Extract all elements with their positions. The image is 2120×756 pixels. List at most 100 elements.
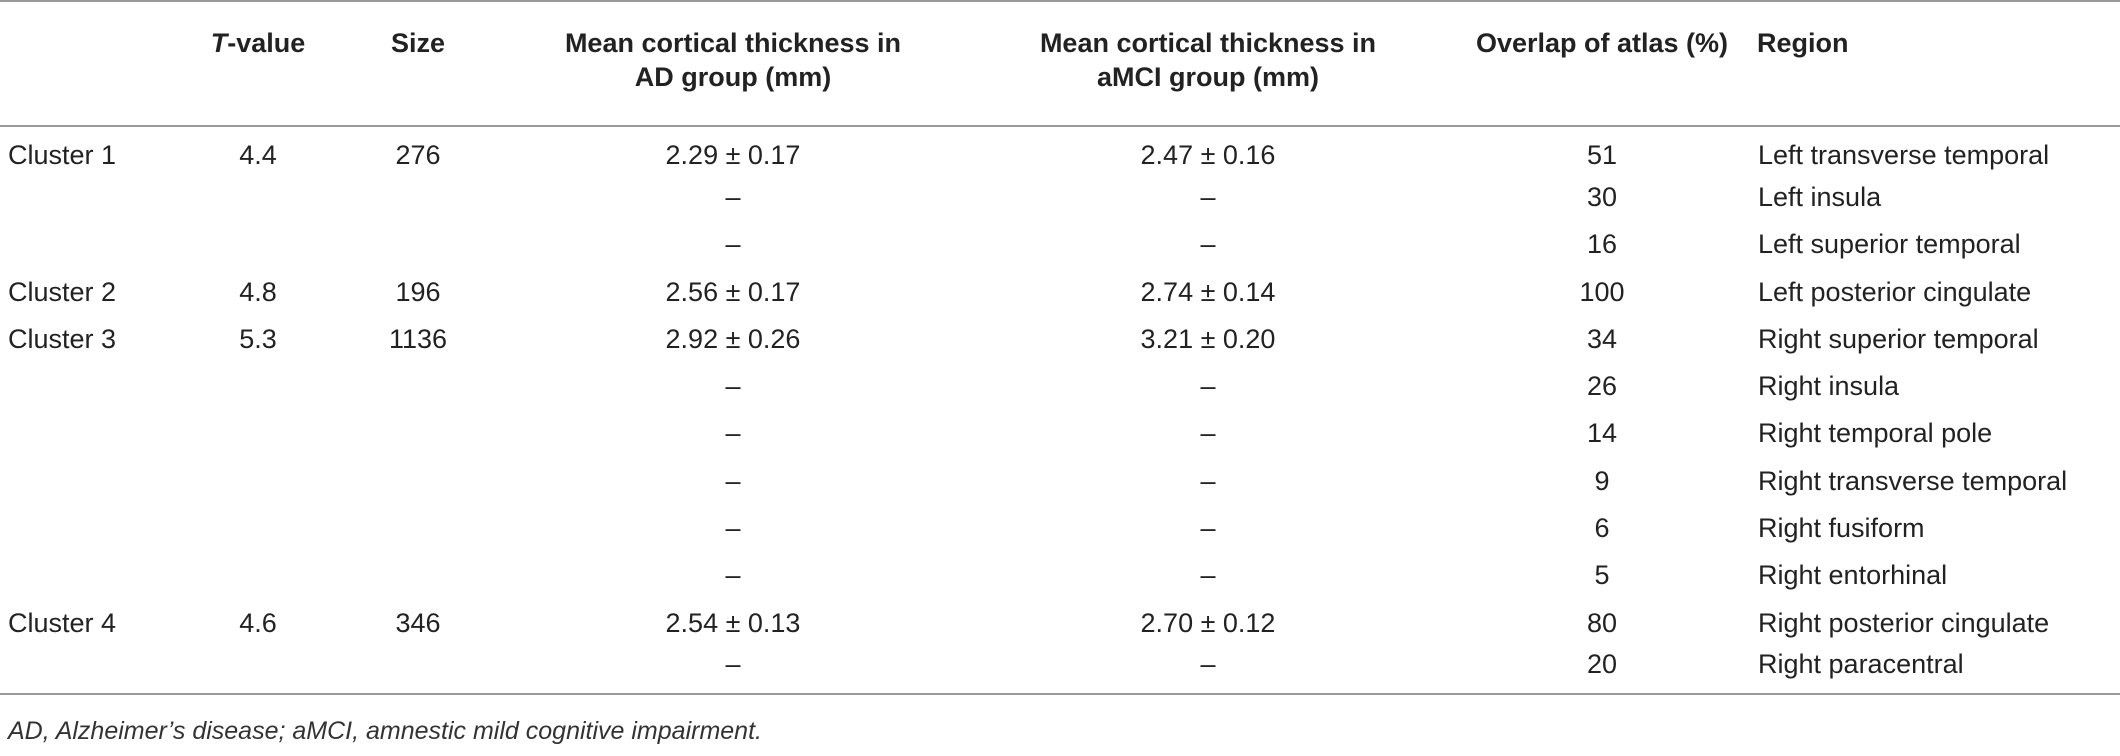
cell-size: [338, 410, 498, 457]
header-amci-line1: Mean cortical thickness in: [1039, 28, 1377, 58]
header-row: T-value Size Mean cortical thickness in A…: [0, 0, 2120, 127]
table-row: Cluster 4 4.6 346 2.54 ± 0.13 2.70 ± 0.12 80 R…: [0, 599, 2120, 646]
cell-amci-thickness: 2.47 ± 0.16: [1140, 139, 1276, 170]
table-row: – – 6 Right fusiform: [0, 504, 2120, 551]
cell-cluster: [0, 552, 178, 599]
cell-amci-thickness: –: [1200, 181, 1216, 212]
cell-overlap: 9: [1594, 465, 1610, 496]
cell-size: 276: [395, 139, 441, 170]
table-row: – – 5 Right entorhinal: [0, 552, 2120, 599]
cell-overlap: 14: [1586, 418, 1618, 449]
header-overlap: Overlap of atlas (%): [1448, 0, 1756, 127]
cell-t-value: [178, 221, 338, 268]
cell-size: [338, 646, 498, 695]
cell-overlap: 100: [1579, 276, 1625, 307]
table-row: – – 9 Right transverse temporal: [0, 457, 2120, 504]
cell-t-value: [178, 362, 338, 409]
table-row: – – 30 Left insula: [0, 173, 2120, 220]
cell-size: [338, 457, 498, 504]
cell-cluster: [0, 221, 178, 268]
cell-t-value: [178, 457, 338, 504]
cell-ad-thickness: –: [725, 229, 741, 260]
cell-region: Right insula: [1758, 371, 1900, 402]
cell-cluster: [0, 457, 178, 504]
table-row: – – 14 Right temporal pole: [0, 410, 2120, 457]
cell-region: Right temporal pole: [1758, 418, 1993, 449]
cell-cluster: Cluster 3: [8, 323, 117, 354]
cell-size: [338, 173, 498, 220]
cell-amci-thickness: –: [1200, 513, 1216, 544]
header-ad-thickness: Mean cortical thickness in AD group (mm): [498, 0, 968, 127]
cell-region: Right superior temporal: [1758, 323, 2039, 354]
cell-region: Right posterior cingulate: [1758, 607, 2050, 638]
table-row: – – 16 Left superior temporal: [0, 221, 2120, 268]
cell-overlap: 80: [1586, 607, 1618, 638]
cell-ad-thickness: 2.92 ± 0.26: [665, 323, 801, 354]
cell-amci-thickness: –: [1200, 371, 1216, 402]
header-t-value-suffix: -value: [227, 28, 306, 58]
cell-region: Left transverse temporal: [1758, 139, 2050, 170]
header-ad-line2: AD group (mm): [634, 62, 832, 92]
cell-t-value: [178, 410, 338, 457]
cell-overlap: 20: [1448, 646, 1756, 695]
cell-ad-thickness: 2.29 ± 0.17: [665, 139, 801, 170]
cell-region: Right entorhinal: [1758, 560, 1948, 591]
cell-amci-thickness: 3.21 ± 0.20: [1140, 323, 1276, 354]
cell-region: Left posterior cingulate: [1758, 276, 2032, 307]
header-t-value-prefix: T: [210, 28, 228, 58]
cell-amci-thickness: –: [1200, 229, 1216, 260]
cell-t-value: [178, 552, 338, 599]
cell-size: [338, 504, 498, 551]
cell-size: [338, 221, 498, 268]
cell-size: [338, 362, 498, 409]
cell-region: Right fusiform: [1758, 513, 1925, 544]
cell-t-value: 4.6: [239, 607, 277, 638]
cell-ad-thickness: –: [725, 181, 741, 212]
cell-ad-thickness: 2.54 ± 0.13: [665, 607, 801, 638]
cell-t-value: 4.8: [239, 276, 277, 307]
header-t-value: T-value: [178, 0, 338, 127]
cell-amci-thickness: –: [1200, 465, 1216, 496]
cell-amci-thickness: –: [1200, 560, 1216, 591]
header-label: [0, 0, 178, 127]
cell-amci-thickness: –: [968, 646, 1448, 695]
cell-t-value: 5.3: [239, 323, 277, 354]
cell-cluster: [0, 410, 178, 457]
cell-t-value: [178, 173, 338, 220]
cell-region: Left superior temporal: [1758, 229, 2021, 260]
cell-t-value: [178, 504, 338, 551]
cell-overlap: 26: [1586, 371, 1618, 402]
cell-ad-thickness: –: [725, 371, 741, 402]
cell-overlap: 34: [1586, 323, 1618, 354]
table-row: Cluster 1 4.4 276 2.29 ± 0.17 2.47 ± 0.16 51 L…: [0, 126, 2120, 173]
table-footnote: AD, Alzheimer’s disease; aMCI, amnestic …: [8, 717, 762, 745]
cell-ad-thickness: –: [725, 513, 741, 544]
cell-cluster: Cluster 2: [8, 276, 117, 307]
table-row: – –20 Right paracentral: [0, 646, 2120, 695]
header-amci-thickness: Mean cortical thickness in aMCI group (mm…: [968, 0, 1448, 127]
cell-ad-thickness: –: [498, 646, 968, 695]
cell-amci-thickness: 2.70 ± 0.12: [1140, 607, 1276, 638]
cell-size: [338, 552, 498, 599]
cell-cluster: [0, 362, 178, 409]
header-region: Region: [1756, 0, 2120, 127]
cell-cluster: Cluster 4: [8, 607, 117, 638]
header-ad-line1: Mean cortical thickness in: [564, 28, 902, 58]
cell-ad-thickness: –: [725, 560, 741, 591]
cell-cluster: [0, 504, 178, 551]
cell-cluster: Cluster 1: [8, 139, 117, 170]
cell-region: Right transverse temporal: [1758, 465, 2068, 496]
header-size: Size: [338, 0, 498, 127]
cell-ad-thickness: –: [725, 465, 741, 496]
cell-size: 1136: [388, 323, 448, 354]
cell-ad-thickness: 2.56 ± 0.17: [665, 276, 801, 307]
table-row: – – 26 Right insula: [0, 362, 2120, 409]
cell-ad-thickness: –: [725, 418, 741, 449]
cluster-table: T-value Size Mean cortical thickness in A…: [0, 0, 2120, 695]
cell-size: 346: [395, 607, 441, 638]
header-amci-line2: aMCI group (mm): [1097, 62, 1319, 92]
cell-t-value: 4.4: [239, 139, 277, 170]
cell-overlap: 51: [1586, 139, 1618, 170]
cell-overlap: 5: [1594, 560, 1610, 591]
